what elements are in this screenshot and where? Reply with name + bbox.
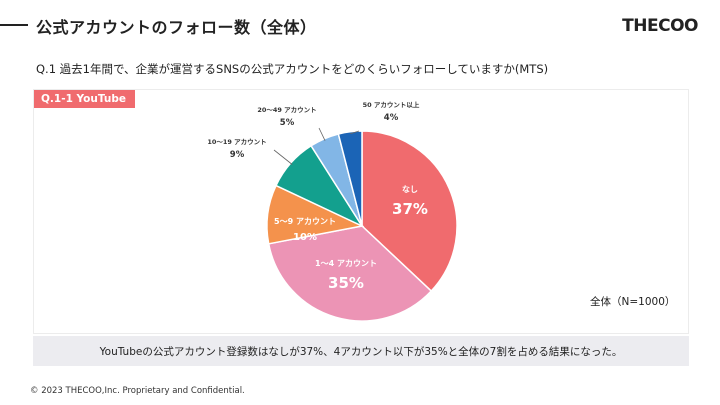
page-title: 公式アカウントのフォロー数（全体）	[36, 18, 317, 37]
sample-size-note: 全体（N=1000）	[590, 296, 676, 308]
title-accent-line	[0, 24, 28, 26]
slice-value-1: 37%	[392, 200, 428, 218]
chart-tab-label: Q.1-1 YouTube	[34, 90, 135, 108]
slice-value-5: 5%	[280, 118, 295, 128]
slice-value-2: 35%	[328, 274, 364, 292]
brand-logo: THECOO	[622, 16, 698, 36]
slice-label-3: 5〜9 アカウント	[274, 217, 336, 226]
slice-label-5: 20〜49 アカウント	[257, 106, 316, 114]
question-text: Q.1 過去1年間で、企業が運営するSNSの公式アカウントをどのくらいフォローし…	[36, 62, 549, 76]
leader-line-5	[318, 127, 326, 141]
pie-slice-2	[267, 225, 433, 322]
slice-value-6: 4%	[384, 113, 399, 123]
slice-label-6: 50 アカウント以上	[363, 100, 420, 109]
slice-value-3: 10%	[293, 232, 317, 243]
pie-slice-1	[361, 130, 458, 293]
slice-value-4: 9%	[230, 150, 245, 160]
leader-line-4	[273, 149, 293, 165]
slice-label-1: なし	[402, 185, 418, 194]
slice-label-4: 10〜19 アカウント	[207, 138, 266, 146]
pie-chart: なし 37% 1〜4 アカウント 35% 5〜9 アカウント 10% 10〜19 アカウント…	[207, 100, 458, 322]
slice-label-2: 1〜4 アカウント	[315, 259, 377, 268]
summary-text: YouTubeの公式アカウント登録数はなしが37%、4アカウント以下が35%と全…	[99, 345, 623, 358]
chart-panel: なし 37% 1〜4 アカウント 35% 5〜9 アカウント 10% 10〜19 アカウント…	[33, 89, 689, 334]
leader-line-6	[350, 130, 360, 135]
summary-bar: YouTubeの公式アカウント登録数はなしが37%、4アカウント以下が35%と全…	[33, 336, 689, 366]
copyright-footer: © 2023 THECOO,Inc. Proprietary and Confi…	[30, 386, 245, 396]
pie-slice-6	[337, 130, 363, 227]
